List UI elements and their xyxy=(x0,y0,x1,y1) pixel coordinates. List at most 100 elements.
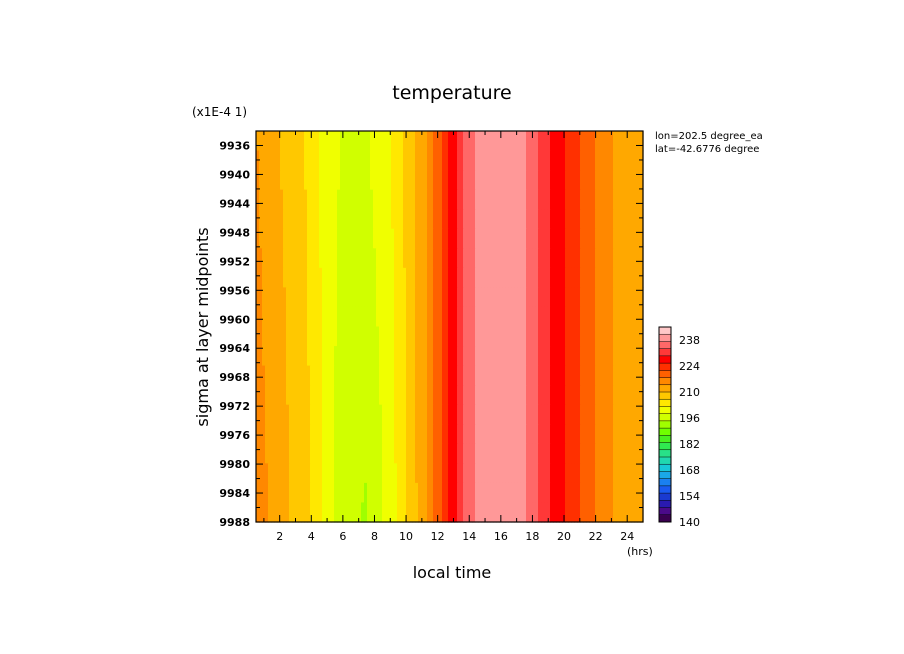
heatmap-cell xyxy=(289,228,293,249)
annotation-lon: lon=202.5 degree_ea xyxy=(655,131,763,142)
heatmap-cell xyxy=(400,306,404,328)
heatmap-cell xyxy=(553,346,557,367)
heatmap-cell xyxy=(328,346,332,367)
heatmap-cell xyxy=(337,482,341,504)
heatmap-cell xyxy=(517,306,521,328)
heatmap-cell xyxy=(553,404,557,425)
heatmap-cell xyxy=(478,287,482,308)
heatmap-cell xyxy=(556,306,560,328)
heatmap-cell xyxy=(517,131,521,152)
heatmap-cell xyxy=(505,404,509,425)
heatmap-cell xyxy=(286,189,290,210)
heatmap-cell xyxy=(556,170,560,191)
heatmap-cell xyxy=(421,189,425,210)
heatmap-cell xyxy=(568,267,572,288)
heatmap-cell xyxy=(625,385,629,406)
heatmap-cell xyxy=(460,209,464,230)
heatmap-cell xyxy=(484,131,488,152)
heatmap-cell xyxy=(634,287,638,308)
heatmap-cell xyxy=(298,306,302,328)
heatmap-cell xyxy=(376,404,380,425)
heatmap-cell xyxy=(343,404,347,425)
heatmap-cell xyxy=(364,424,368,445)
heatmap-cell xyxy=(565,287,569,308)
heatmap-cell xyxy=(625,482,629,504)
heatmap-cell xyxy=(316,150,320,171)
heatmap-cell xyxy=(478,306,482,328)
heatmap-cell xyxy=(592,463,596,484)
heatmap-cell xyxy=(523,170,527,191)
heatmap-cell xyxy=(331,385,335,406)
heatmap-cell xyxy=(325,346,329,367)
heatmap-cell xyxy=(412,306,416,328)
heatmap-cell xyxy=(427,248,431,269)
heatmap-cell xyxy=(478,346,482,367)
heatmap-cell xyxy=(274,482,278,504)
heatmap-cell xyxy=(451,228,455,249)
heatmap-cell xyxy=(283,463,287,484)
heatmap-cell xyxy=(430,502,434,523)
heatmap-cell xyxy=(547,463,551,484)
heatmap-cell xyxy=(619,306,623,328)
heatmap-cell xyxy=(268,346,272,367)
heatmap-cell xyxy=(352,306,356,328)
heatmap-cell xyxy=(376,502,380,523)
heatmap-cell xyxy=(502,385,506,406)
heatmap-cell xyxy=(493,502,497,523)
heatmap-cell xyxy=(484,228,488,249)
heatmap-cell xyxy=(352,482,356,504)
heatmap-cell xyxy=(436,189,440,210)
heatmap-cell xyxy=(529,482,533,504)
heatmap-cell xyxy=(397,365,401,386)
heatmap-cell xyxy=(589,365,593,386)
heatmap-cell xyxy=(454,306,458,328)
heatmap-cell xyxy=(490,267,494,288)
heatmap-cell xyxy=(613,326,617,347)
heatmap-cell xyxy=(457,326,461,347)
heatmap-cell xyxy=(565,404,569,425)
heatmap-cell xyxy=(445,365,449,386)
heatmap-cell xyxy=(271,287,275,308)
heatmap-cell xyxy=(367,189,371,210)
heatmap-cell xyxy=(559,267,563,288)
heatmap-cell xyxy=(388,131,392,152)
heatmap-cell xyxy=(493,228,497,249)
heatmap-cell xyxy=(577,248,581,269)
heatmap-cell xyxy=(625,463,629,484)
heatmap-cell xyxy=(454,267,458,288)
heatmap-cell xyxy=(562,463,566,484)
heatmap-cell xyxy=(628,267,632,288)
y-tick-label: 9988 xyxy=(219,516,250,529)
heatmap-cell xyxy=(406,150,410,171)
heatmap-cell xyxy=(379,228,383,249)
heatmap-cell xyxy=(436,248,440,269)
heatmap-cell xyxy=(436,502,440,523)
heatmap-cell xyxy=(259,346,263,367)
heatmap-cell xyxy=(526,306,530,328)
heatmap-cell xyxy=(466,228,470,249)
heatmap-cell xyxy=(283,346,287,367)
heatmap-cell xyxy=(364,346,368,367)
heatmap-cell xyxy=(637,463,641,484)
heatmap-cell xyxy=(535,209,539,230)
heatmap-cell xyxy=(550,346,554,367)
heatmap-cell xyxy=(292,150,296,171)
heatmap-cell xyxy=(436,150,440,171)
heatmap-cell xyxy=(310,306,314,328)
heatmap-cell xyxy=(322,385,326,406)
heatmap-cell xyxy=(496,365,500,386)
heatmap-cell xyxy=(367,365,371,386)
heatmap-cell xyxy=(388,170,392,191)
heatmap-cell xyxy=(466,443,470,464)
heatmap-cell xyxy=(421,463,425,484)
heatmap-cell xyxy=(541,482,545,504)
heatmap-cell xyxy=(583,306,587,328)
heatmap-cell xyxy=(409,502,413,523)
heatmap-cell xyxy=(259,131,263,152)
heatmap-cell xyxy=(424,150,428,171)
heatmap-cell xyxy=(439,306,443,328)
heatmap-cell xyxy=(574,365,578,386)
heatmap-cell xyxy=(325,463,329,484)
heatmap-cell xyxy=(640,365,644,386)
colorbar-tick-label: 210 xyxy=(679,386,700,399)
